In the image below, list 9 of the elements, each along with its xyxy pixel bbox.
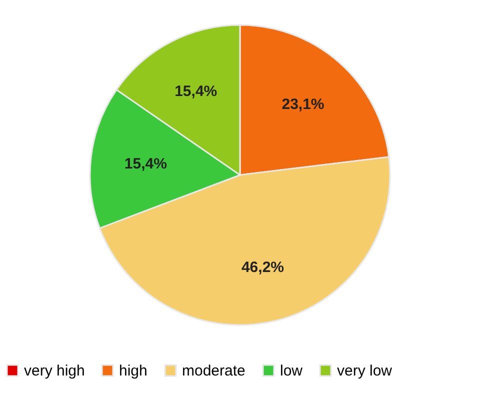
legend-label: very high bbox=[24, 362, 85, 380]
data-label: 46,2% bbox=[241, 259, 284, 276]
data-label: 15,4% bbox=[124, 156, 167, 173]
data-label: 15,4% bbox=[174, 82, 218, 100]
legend-label: moderate bbox=[182, 362, 246, 380]
legend-label: low bbox=[280, 362, 303, 380]
legend-label: high bbox=[119, 362, 148, 380]
data-label: 23,1% bbox=[282, 96, 324, 113]
legend-label: very low bbox=[337, 362, 392, 380]
